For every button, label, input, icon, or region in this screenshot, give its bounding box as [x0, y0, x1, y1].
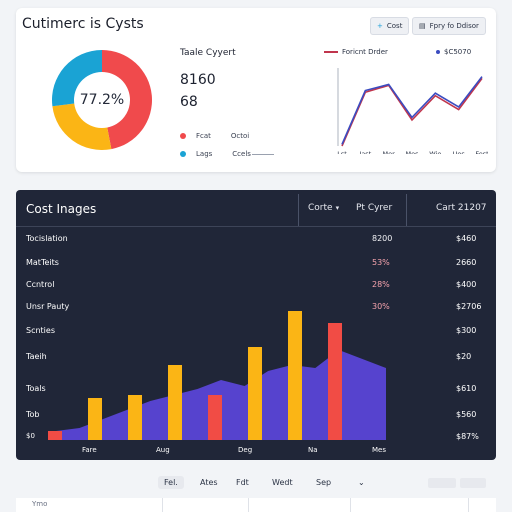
legend-dot-blue: [180, 151, 186, 157]
tab-placeholder[interactable]: [428, 478, 456, 488]
donut-slice: [102, 50, 152, 150]
line-legend-b: $C5070: [436, 48, 471, 56]
bar: [168, 365, 182, 440]
row-label: Ccntrol: [26, 280, 55, 289]
row-label: Tob: [26, 410, 40, 419]
filter-icon: ▤: [419, 22, 426, 30]
row-right: $560: [456, 410, 477, 419]
filter-button[interactable]: ▤ Fpry fo Ddisor: [412, 17, 486, 35]
kpi-title: Taale Cyyert: [180, 48, 236, 58]
tab-ates[interactable]: Ates: [200, 478, 218, 487]
tab-placeholder[interactable]: [460, 478, 486, 488]
legend-value: Ccels: [232, 150, 251, 158]
legend-row-fcat: Fcat Octoi: [180, 132, 249, 140]
row-label: $0: [26, 432, 35, 440]
x-axis-label: Na: [308, 446, 318, 454]
legend-row-lags: Lags Ccels: [180, 150, 251, 158]
row-label: Taeih: [26, 352, 47, 361]
legend-label: Fcat: [196, 132, 211, 140]
table-cell-divider: [162, 498, 163, 512]
legend-dot-red: [180, 133, 186, 139]
x-tick-label: Iast: [359, 150, 371, 154]
table-cell-divider: [350, 498, 351, 512]
dot-swatch-icon: [436, 50, 440, 54]
legend-value: Octoi: [230, 132, 250, 140]
row-right: $2706: [456, 302, 482, 311]
row-right: 2660: [456, 258, 477, 267]
row-right: $610: [456, 384, 477, 393]
tab-wedt[interactable]: Wedt: [272, 478, 293, 487]
bar: [248, 347, 262, 440]
line-series: [341, 76, 483, 145]
legend-label: Lags: [196, 150, 213, 158]
tab-fdt[interactable]: Fdt: [236, 478, 249, 487]
legend-divider: [252, 154, 274, 155]
table-cell-divider: [248, 498, 249, 512]
donut-chart: [52, 50, 152, 150]
line-swatch-icon: [324, 51, 338, 53]
tab-bar: Fel. Ates Fdt Wedt Sep ⌄: [0, 472, 512, 494]
overview-card: Cutimerc is Cysts + Cost ▤ Fpry fo Ddisor …: [16, 8, 496, 172]
line-series: [341, 77, 483, 147]
kpi-value-a: 8160: [180, 72, 216, 88]
row-mid: 30%: [372, 302, 390, 311]
caret-down-icon: ▾: [335, 204, 340, 212]
header-divider: [298, 194, 299, 226]
cost-panel: Cost Inages Corte ▾ Pt Cyrer Cart 21207 T…: [16, 190, 496, 460]
row-label: MatTeits: [26, 258, 59, 267]
row-label: Unsr Pauty: [26, 302, 70, 311]
x-axis-label: Aug: [156, 446, 170, 454]
tab-sep[interactable]: Sep: [316, 478, 332, 487]
donut-slice: [52, 103, 112, 150]
bar: [208, 395, 222, 440]
table-header-row: Ymo: [16, 498, 496, 512]
bar: [288, 311, 302, 440]
table-cell: Ymo: [32, 500, 48, 508]
sort-dropdown[interactable]: Corte ▾: [308, 203, 340, 213]
bar: [88, 398, 102, 440]
x-axis-label: Deg: [238, 446, 253, 454]
x-axis-label: Mes: [372, 446, 386, 454]
export-button[interactable]: + Cost: [370, 17, 410, 35]
x-tick-label: Wie: [429, 150, 441, 154]
donut-slice: [52, 50, 102, 107]
row-right: $87%: [456, 432, 479, 441]
kpi-value-b: 68: [180, 94, 198, 110]
page-title: Cutimerc is Cysts: [22, 16, 144, 32]
header-separator: [16, 226, 496, 227]
row-right: $300: [456, 326, 477, 335]
x-tick-label: Ues: [453, 150, 466, 154]
header-divider: [406, 194, 407, 226]
column-header[interactable]: Pt Cyrer: [356, 203, 393, 213]
row-mid: 8200: [372, 234, 393, 243]
table-cell-divider: [468, 498, 469, 512]
row-label: Tocislation: [26, 234, 68, 243]
x-tick-label: Fest: [475, 150, 488, 154]
column-header[interactable]: Cart 21207: [436, 203, 487, 213]
line-legend-a: Foricnt Drder: [324, 48, 388, 56]
panel-title: Cost Inages: [26, 202, 97, 216]
row-right: $400: [456, 280, 477, 289]
bar-chart: [48, 311, 386, 440]
row-mid: 53%: [372, 258, 390, 267]
plus-icon: +: [377, 22, 383, 30]
x-tick-label: Lst: [337, 150, 347, 154]
row-label: Toals: [26, 384, 46, 393]
x-tick-label: Mes: [406, 150, 420, 154]
x-tick-label: Mer: [383, 150, 396, 154]
x-axis-label: Fare: [82, 446, 97, 454]
line-chart: Lst Iast Mer Mes Wie Ues Fest: [337, 68, 488, 154]
bar: [128, 395, 142, 440]
row-right: $20: [456, 352, 472, 361]
row-right: $460: [456, 234, 477, 243]
row-mid: 28%: [372, 280, 390, 289]
row-label: Scnties: [26, 326, 55, 335]
bar: [48, 431, 62, 440]
bar: [328, 323, 342, 440]
tab-fel[interactable]: Fel.: [158, 476, 184, 489]
chevron-down-icon[interactable]: ⌄: [358, 478, 365, 487]
